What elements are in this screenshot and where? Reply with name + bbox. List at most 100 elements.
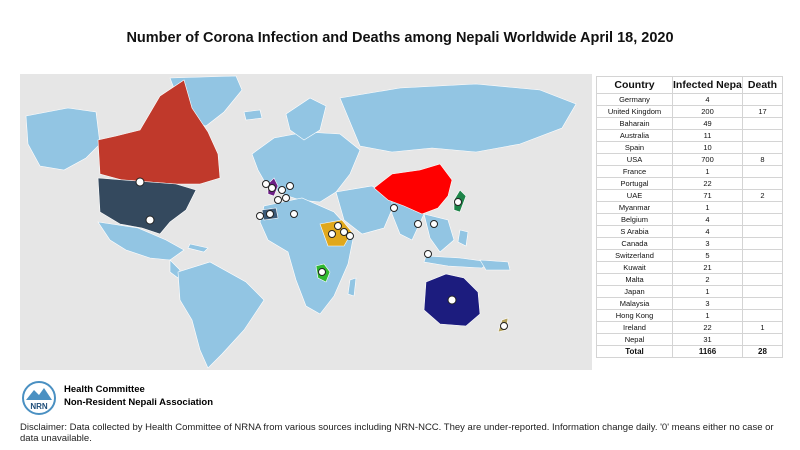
location-pin-icon-bahrain (340, 228, 348, 236)
cell-death: 8 (742, 153, 783, 166)
table-row: Myanmar 1 (596, 201, 783, 214)
table-row: Malaysia 3 (596, 297, 783, 310)
location-pin-icon-uk (268, 184, 276, 192)
cell-death: 2 (742, 189, 783, 202)
world-map (20, 74, 592, 370)
cell-infected: 71 (672, 189, 743, 202)
table-row: Portugal 22 (596, 177, 783, 190)
cell-country: Hong Kong (596, 309, 673, 322)
table-row: Nepal 31 (596, 333, 783, 346)
cell-infected: 1 (672, 201, 743, 214)
land-scandinavia (285, 97, 327, 141)
land-iceland (243, 109, 263, 121)
land-russia (339, 83, 577, 153)
table-row: France 1 (596, 165, 783, 178)
cell-infected: 700 (672, 153, 743, 166)
cell-country: Nepal (596, 333, 673, 346)
cell-death (742, 201, 783, 214)
cell-country: Japan (596, 285, 673, 298)
location-pin-icon-usa (145, 215, 155, 225)
cell-death (742, 297, 783, 310)
location-pin-icon-australia (447, 295, 457, 305)
table-row: Malta 2 (596, 273, 783, 286)
location-pin-icon-new-zealand (500, 322, 508, 330)
cell-infected: 49 (672, 117, 743, 130)
land-indonesia (423, 255, 491, 269)
cell-country: Canada (596, 237, 673, 250)
location-pin-icon-ireland (262, 180, 270, 188)
cell-infected: 1 (672, 309, 743, 322)
land-new-guinea (479, 259, 511, 271)
cell-death (742, 141, 783, 154)
land-philippines (457, 229, 469, 247)
region-usa (97, 177, 197, 235)
header-death: Death (742, 76, 783, 94)
table-row: Australia 11 (596, 129, 783, 142)
cell-country: S Arabia (596, 225, 673, 238)
location-pin-icon-hong-kong (430, 220, 438, 228)
cell-country: Belgium (596, 213, 673, 226)
infection-table: Country Infected Nepali Death Germany 4 Un… (596, 76, 783, 358)
table-total-row: Total 1166 28 (596, 345, 783, 358)
location-pin-icon-uae (346, 232, 354, 240)
cell-infected: 4 (672, 225, 743, 238)
cell-infected: 31 (672, 333, 743, 346)
cell-death (742, 177, 783, 190)
cell-country: Spain (596, 141, 673, 154)
cell-death (742, 273, 783, 286)
land-south-america (177, 261, 265, 369)
cell-country: USA (596, 153, 673, 166)
map-title: Number of Corona Infection and Deaths am… (126, 30, 674, 46)
nrn-logo: NRN (22, 381, 56, 415)
cell-infected: 3 (672, 237, 743, 250)
cell-infected: 200 (672, 105, 743, 118)
cell-country: Switzerland (596, 249, 673, 262)
cell-death (742, 165, 783, 178)
land-base (25, 75, 577, 369)
location-markers (135, 177, 508, 330)
total-infected: 1166 (672, 345, 743, 358)
cell-country: Baharain (596, 117, 673, 130)
disclaimer-text: Disclaimer: Data collected by Health Com… (20, 422, 774, 444)
cell-country: Australia (596, 129, 673, 142)
cell-death (742, 93, 783, 106)
cell-country: Malaysia (596, 297, 673, 310)
location-pin-icon-saudi-arabia (328, 230, 336, 238)
cell-death (742, 309, 783, 322)
table-row: Spain 10 (596, 141, 783, 154)
location-pin-icon-nepal (390, 204, 398, 212)
cell-death (742, 261, 783, 274)
location-pin-icon-myanmar (414, 220, 422, 228)
location-pin-icon-kuwait (334, 222, 342, 230)
cell-country: United Kingdom (596, 105, 673, 118)
region-china (373, 163, 453, 215)
organization-name: Non-Resident Nepali Association (64, 397, 214, 408)
header-country: Country (596, 76, 673, 94)
location-pin-icon-switzerland (282, 194, 290, 202)
cell-infected: 3 (672, 297, 743, 310)
cell-country: Malta (596, 273, 673, 286)
cell-country: Myanmar (596, 201, 673, 214)
location-pin-icon-germany (286, 182, 294, 190)
land-madagascar (347, 277, 357, 297)
table-row: Germany 4 (596, 93, 783, 106)
cell-infected: 22 (672, 321, 743, 334)
table-row: Japan 1 (596, 285, 783, 298)
land-middle-east (335, 185, 397, 235)
table-row: Hong Kong 1 (596, 309, 783, 322)
cell-country: UAE (596, 189, 673, 202)
land-central-america (169, 259, 181, 279)
location-pin-icon-malta (290, 210, 298, 218)
land-alaska (25, 107, 101, 171)
header-infected-nepali: Infected Nepali (672, 76, 743, 94)
table-row: UAE 71 2 (596, 189, 783, 202)
total-death: 28 (742, 345, 783, 358)
cell-infected: 10 (672, 141, 743, 154)
land-caribbean (187, 243, 209, 253)
cell-death (742, 249, 783, 262)
cell-death (742, 129, 783, 142)
table-row: United Kingdom 200 17 (596, 105, 783, 118)
cell-death (742, 225, 783, 238)
cell-country: Ireland (596, 321, 673, 334)
cell-infected: 1 (672, 285, 743, 298)
